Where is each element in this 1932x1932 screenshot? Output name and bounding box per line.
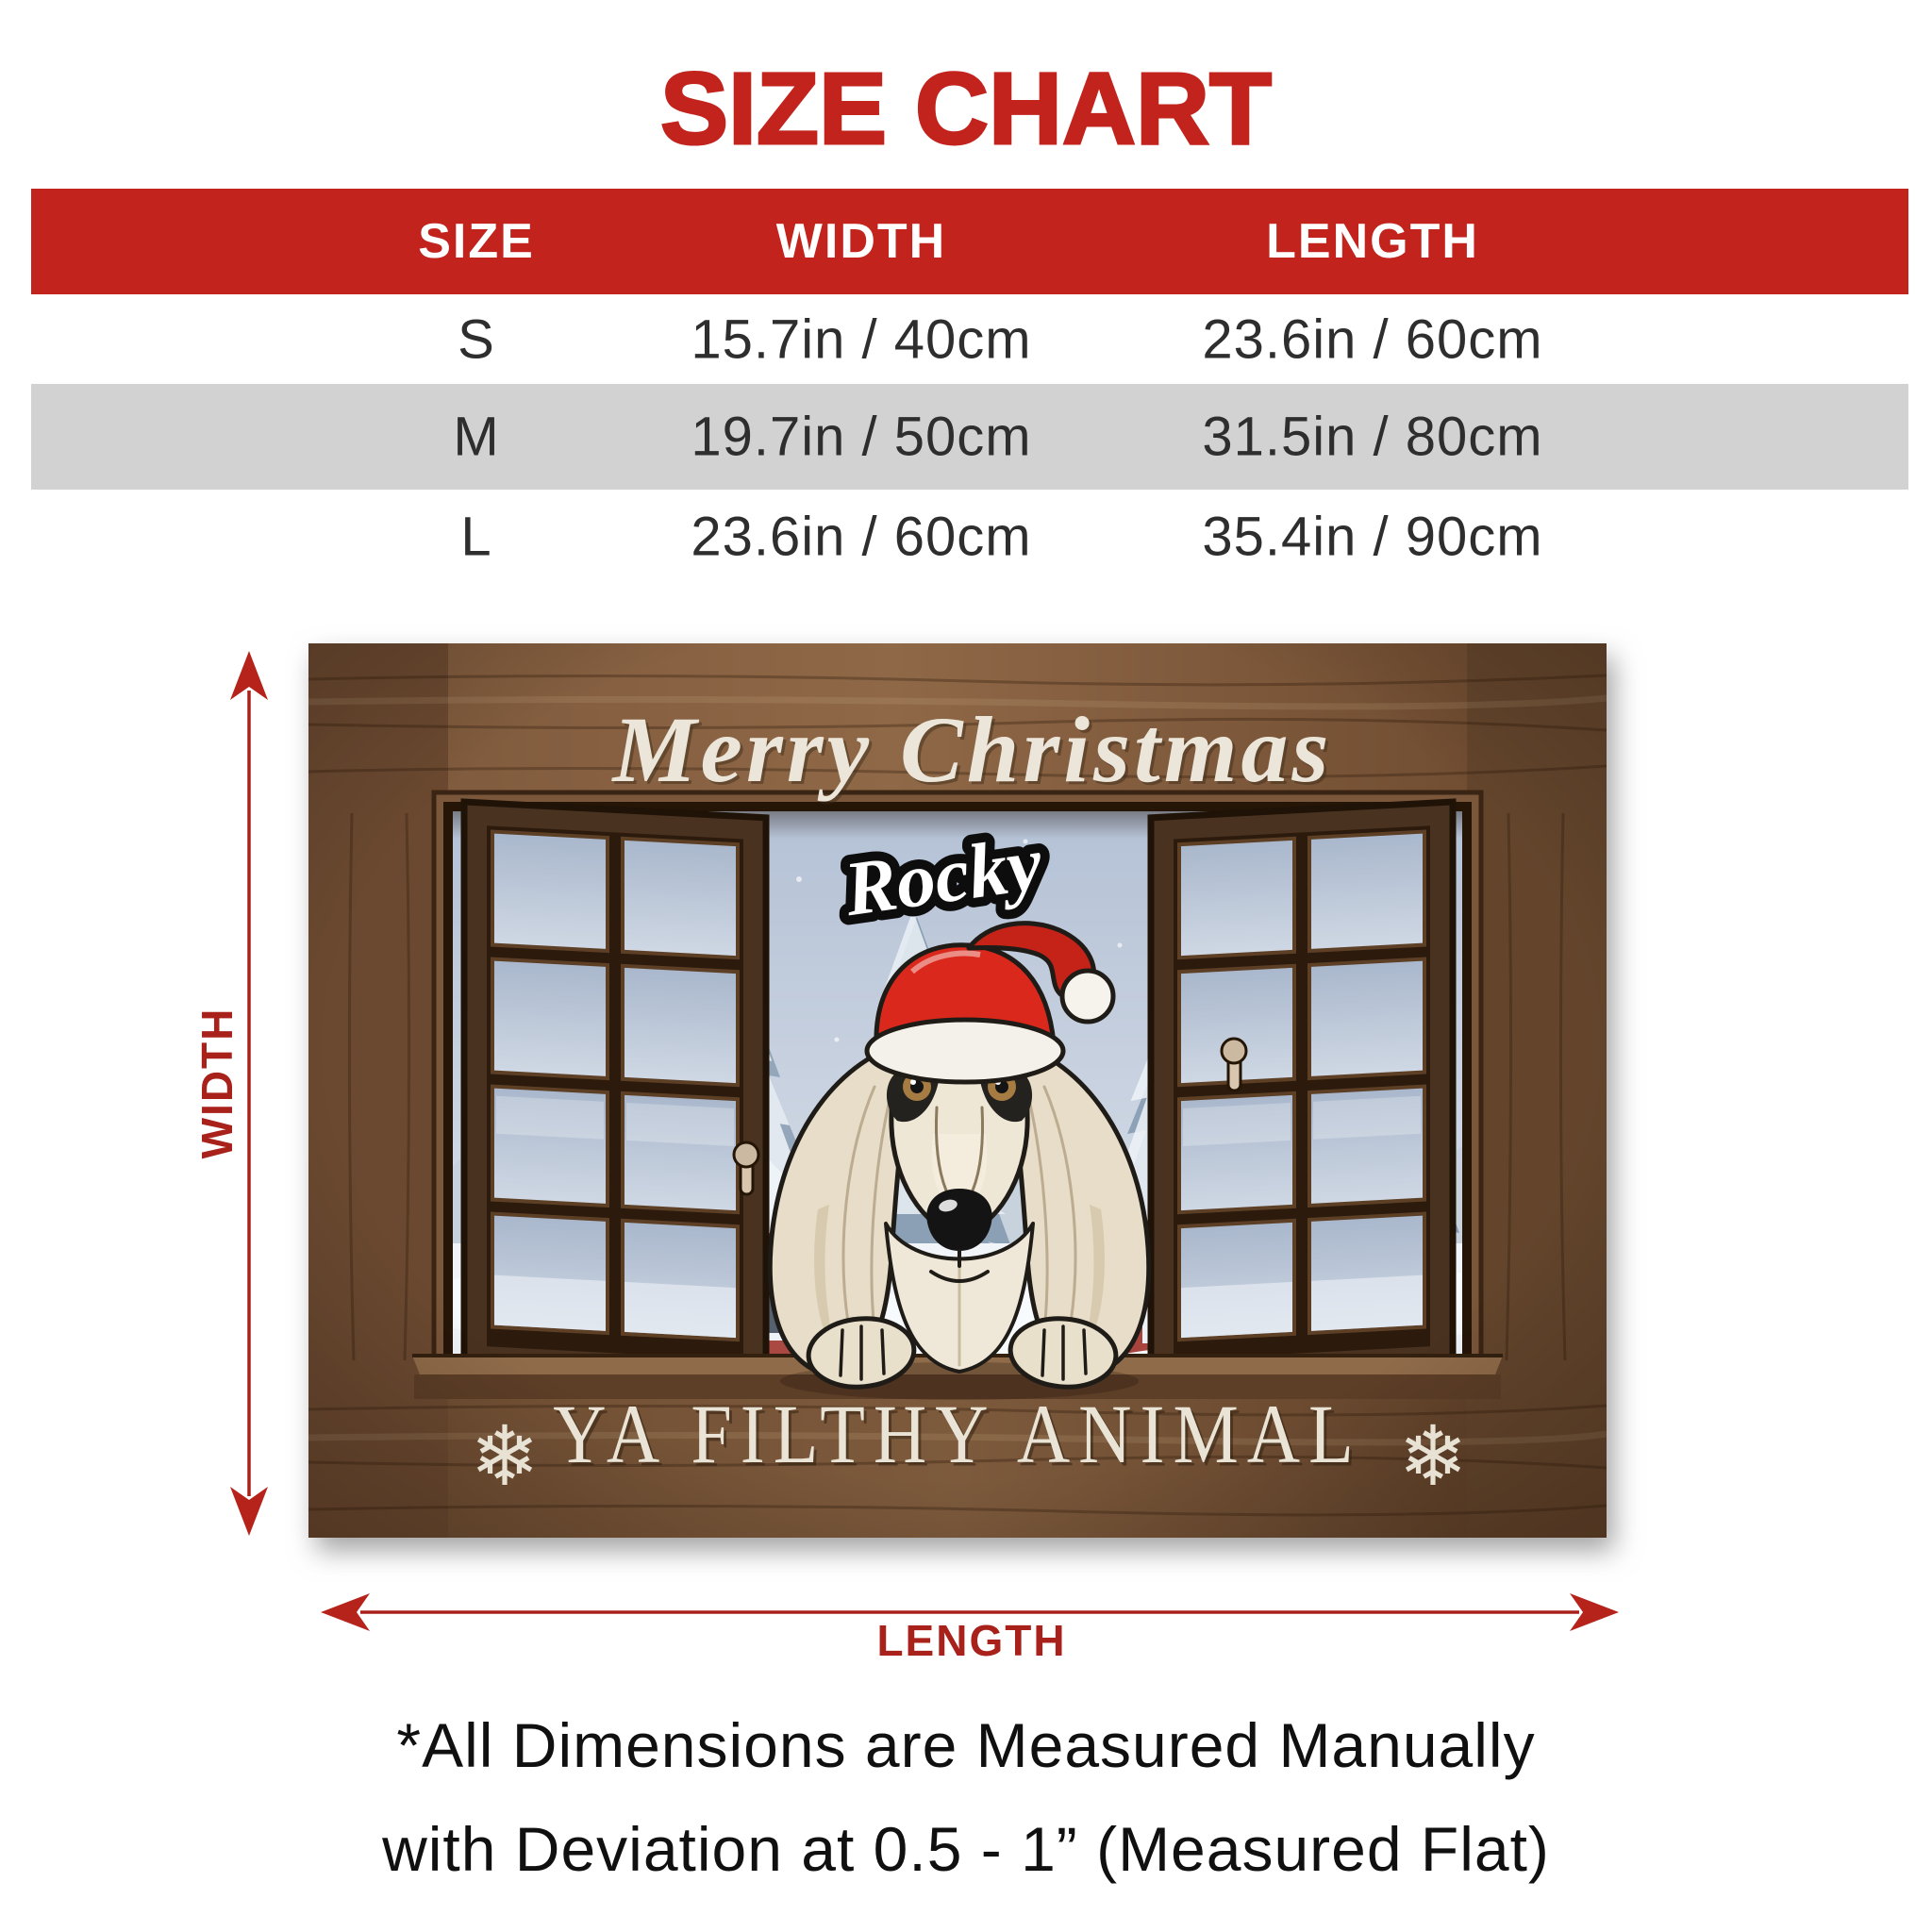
vignette-overlay — [308, 643, 1607, 1538]
width-dimension-label: WIDTH — [192, 1007, 242, 1159]
length-value: 35.4in / 90cm — [1202, 506, 1543, 567]
length-arrow — [321, 1593, 1619, 1631]
size-value: L — [460, 506, 492, 567]
width-value: 19.7in / 50cm — [691, 406, 1032, 468]
width-value: 15.7in / 40cm — [691, 308, 1032, 370]
column-header-width: WIDTH — [775, 214, 947, 269]
snowflake-icon: ❄ — [470, 1407, 540, 1505]
table-row-l: L 23.6in / 60cm 35.4in / 90cm — [31, 490, 1908, 583]
length-value: 31.5in / 80cm — [1202, 406, 1543, 468]
caption-text-shadow: YA FILTHY ANIMAL — [556, 1391, 1365, 1485]
size-value: M — [453, 406, 500, 468]
greeting-text-shadow: Merry Christmas — [614, 700, 1336, 805]
length-dimension-label: LENGTH — [876, 1616, 1067, 1665]
width-value: 23.6in / 60cm — [691, 506, 1032, 567]
width-arrow — [230, 651, 268, 1536]
size-table: SIZE WIDTH LENGTH S 15.7in / 40cm 23.6in… — [31, 189, 1908, 583]
snowflake-icon: ❄ — [1398, 1407, 1468, 1505]
caption-text: YA FILTHY ANIMAL — [553, 1388, 1362, 1481]
length-value: 23.6in / 60cm — [1202, 308, 1543, 370]
greeting-text: Merry Christmas — [611, 697, 1333, 802]
footnote-line-1: *All Dimensions are Measured Manually — [396, 1710, 1536, 1780]
product-canvas-image: Merry Christmas Merry Christmas Rocky YA… — [308, 643, 1607, 1538]
table-row-m: M 19.7in / 50cm 31.5in / 80cm — [31, 384, 1908, 490]
page-title: SIZE CHART — [659, 50, 1274, 167]
table-row-s: S 15.7in / 40cm 23.6in / 60cm — [31, 294, 1908, 384]
column-header-length: LENGTH — [1266, 214, 1479, 269]
size-table-header-row: SIZE WIDTH LENGTH — [31, 189, 1908, 294]
size-value: S — [458, 308, 495, 370]
column-header-size: SIZE — [418, 214, 535, 269]
footnote-line-2: with Deviation at 0.5 - 1” (Measured Fla… — [382, 1814, 1550, 1884]
